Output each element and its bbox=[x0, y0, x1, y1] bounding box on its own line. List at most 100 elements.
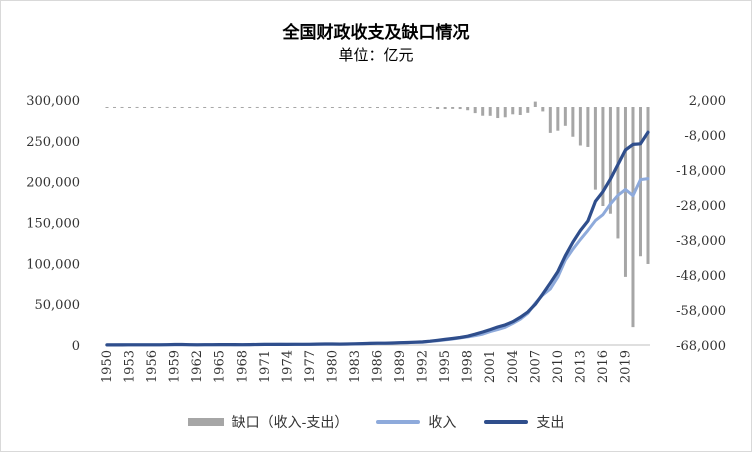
deficit-bar bbox=[593, 107, 597, 190]
deficit-bar bbox=[300, 107, 304, 108]
chart-title: 全国财政收支及缺口情况 bbox=[282, 23, 470, 43]
deficit-bar bbox=[533, 101, 537, 107]
deficit-bar bbox=[143, 107, 147, 108]
deficit-bar bbox=[188, 107, 192, 108]
deficit-bar bbox=[391, 107, 395, 108]
x-tick-label: 2013 bbox=[573, 350, 588, 383]
x-tick-label: 2010 bbox=[551, 350, 566, 383]
deficit-bar bbox=[345, 107, 349, 108]
y-left-tick-label: 300,000 bbox=[26, 94, 80, 109]
y-right-tick-label: -28,000 bbox=[676, 199, 726, 214]
deficit-bar bbox=[436, 107, 440, 110]
expenditure-line bbox=[105, 130, 650, 347]
x-tick-label: 1959 bbox=[168, 350, 183, 383]
x-tick-label: 1998 bbox=[461, 350, 476, 383]
x-tick-label: 1989 bbox=[393, 350, 408, 383]
deficit-bar bbox=[233, 107, 237, 108]
y-right-tick-label: -18,000 bbox=[676, 164, 726, 179]
deficit-bar bbox=[263, 106, 267, 108]
deficit-bar bbox=[406, 107, 410, 108]
deficit-bar bbox=[413, 107, 417, 108]
deficit-bar bbox=[338, 107, 342, 108]
deficit-bar bbox=[248, 106, 252, 108]
x-tick-label: 2001 bbox=[483, 350, 498, 383]
y-right-tick-label: -48,000 bbox=[676, 269, 726, 284]
deficit-bar bbox=[481, 107, 485, 116]
deficit-bar bbox=[623, 107, 627, 277]
deficit-bar bbox=[128, 107, 132, 108]
x-tick-label: 1986 bbox=[371, 350, 386, 383]
deficit-bar bbox=[421, 107, 425, 108]
deficit-bar bbox=[113, 106, 117, 108]
legend-label-revenue: 收入 bbox=[428, 415, 457, 431]
deficit-bar bbox=[398, 107, 402, 108]
deficit-bar bbox=[308, 106, 312, 108]
legend-swatch-revenue bbox=[376, 420, 421, 424]
x-tick-label: 2004 bbox=[506, 350, 521, 383]
deficit-bar bbox=[616, 107, 620, 239]
deficit-bar bbox=[646, 107, 650, 264]
deficit-bar bbox=[285, 107, 289, 108]
legend-item-revenue[interactable]: 收入 bbox=[376, 412, 456, 432]
x-tick-label: 1974 bbox=[280, 350, 295, 383]
deficit-bar bbox=[541, 107, 545, 112]
deficit-bar bbox=[586, 107, 590, 147]
deficit-bar bbox=[631, 107, 635, 328]
chart-subtitle: 单位：亿元 bbox=[338, 46, 414, 64]
deficit-bar bbox=[203, 106, 207, 108]
deficit-bar bbox=[451, 107, 455, 109]
x-tick-label: 1962 bbox=[190, 350, 205, 383]
legend-swatch-expenditure bbox=[484, 420, 529, 424]
deficit-bar bbox=[105, 107, 109, 108]
deficit-bar bbox=[571, 107, 575, 137]
deficit-bar bbox=[210, 106, 214, 108]
deficit-bar bbox=[518, 107, 522, 115]
y-left-tick-label: 250,000 bbox=[26, 135, 80, 150]
deficit-bar bbox=[150, 107, 154, 108]
deficit-bar bbox=[323, 107, 327, 108]
y-right-tick-label: -8,000 bbox=[684, 129, 726, 144]
deficit-bar bbox=[353, 107, 357, 108]
y-right-tick-label: -38,000 bbox=[676, 234, 726, 249]
legend-swatch-deficit bbox=[187, 418, 224, 426]
legend-item-deficit[interactable]: 缺口（收入-支出） bbox=[187, 412, 348, 432]
deficit-bar bbox=[466, 107, 470, 111]
y-left-tick-label: 0 bbox=[72, 339, 80, 354]
deficit-bar bbox=[135, 106, 139, 108]
deficit-bar bbox=[488, 107, 492, 116]
x-tick-label: 2007 bbox=[528, 350, 543, 383]
x-tick-label: 1965 bbox=[213, 350, 228, 383]
deficit-bar bbox=[608, 107, 612, 214]
deficit-bar bbox=[428, 107, 432, 109]
deficit-bar bbox=[225, 106, 229, 108]
y-left-tick-label: 100,000 bbox=[26, 257, 80, 272]
revenue-line bbox=[105, 177, 650, 347]
deficit-bar bbox=[195, 106, 199, 108]
deficit-bar bbox=[443, 107, 447, 110]
deficit-bar bbox=[165, 106, 169, 108]
y-right-tick-label: -58,000 bbox=[676, 304, 726, 319]
deficit-bar bbox=[270, 107, 274, 108]
x-tick-label: 1995 bbox=[438, 350, 453, 383]
y-left-tick-label: 200,000 bbox=[26, 176, 80, 191]
x-tick-label: 1992 bbox=[416, 350, 431, 383]
x-tick-label: 1983 bbox=[348, 350, 363, 383]
x-tick-label: 1968 bbox=[235, 350, 250, 383]
legend-label-expenditure: 支出 bbox=[536, 415, 565, 431]
deficit-bar bbox=[240, 106, 244, 108]
deficit-bar bbox=[473, 107, 477, 114]
deficit-bar bbox=[578, 107, 582, 146]
deficit-bar bbox=[556, 107, 560, 131]
x-tick-label: 1980 bbox=[325, 350, 340, 383]
deficit-bar bbox=[368, 106, 372, 108]
deficit-bar bbox=[255, 106, 259, 108]
deficit-bar bbox=[511, 107, 515, 115]
x-tick-label: 2019 bbox=[618, 350, 633, 383]
deficit-bar bbox=[180, 107, 184, 108]
deficit-bar bbox=[548, 107, 552, 133]
x-tick-label: 1950 bbox=[100, 350, 115, 383]
deficit-bar bbox=[293, 107, 297, 108]
deficit-bar bbox=[315, 106, 319, 108]
legend-item-expenditure[interactable]: 支出 bbox=[484, 412, 564, 432]
